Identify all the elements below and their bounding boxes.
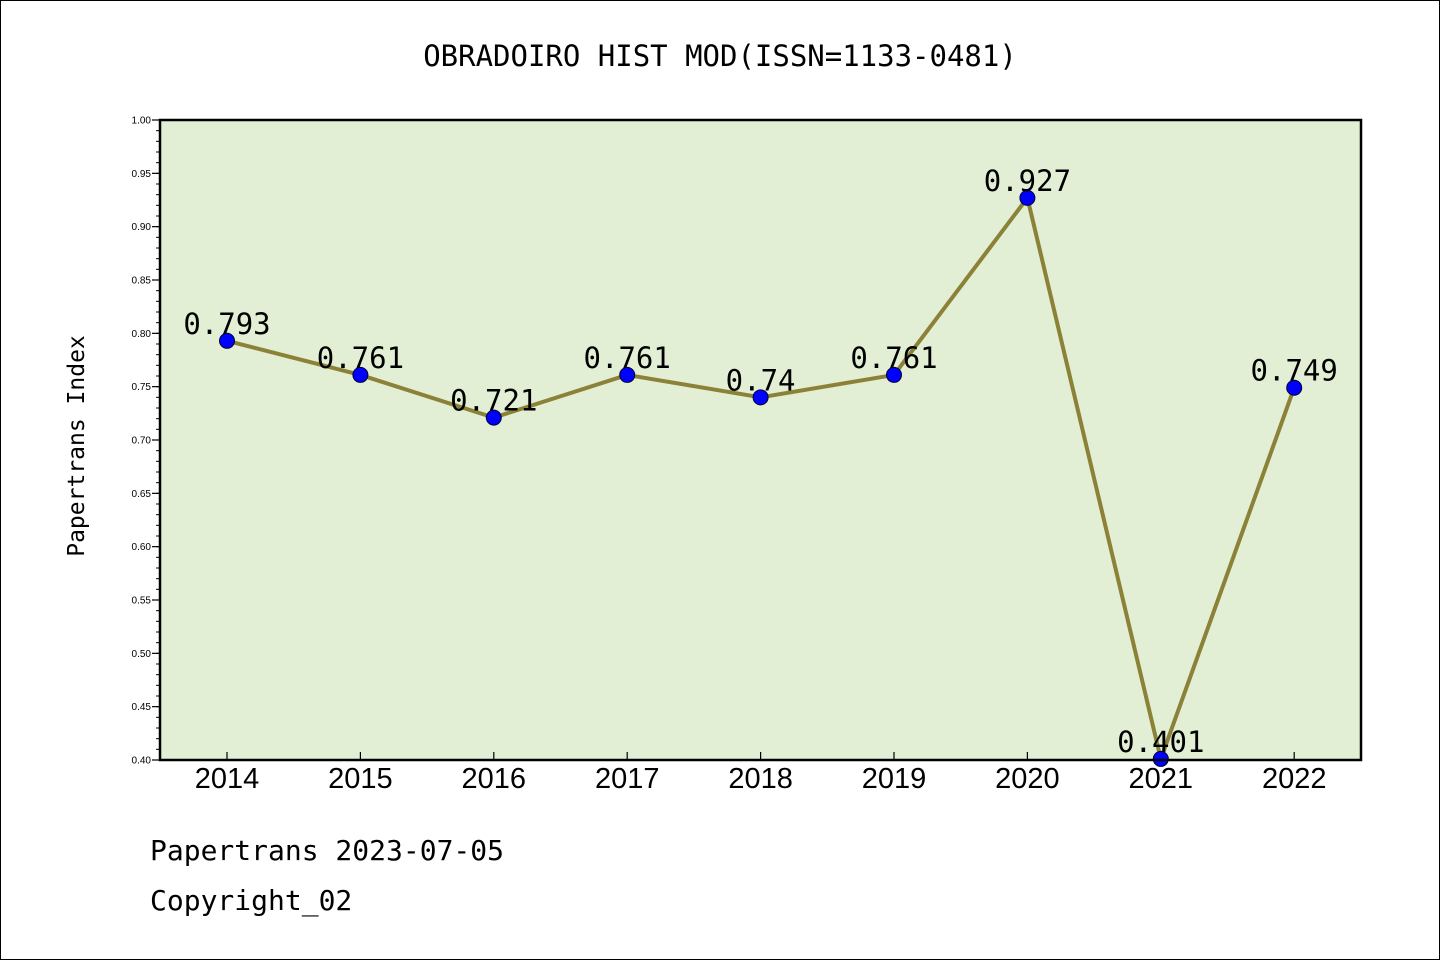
x-tick-label: 2017 [595,763,660,795]
data-label: 0.927 [984,164,1071,198]
y-tick-label: 0.75 [132,382,152,393]
data-label: 0.761 [584,341,671,375]
x-tick-label: 2019 [862,763,927,795]
y-tick-label: 0.70 [132,436,152,447]
data-point [352,366,369,383]
data-label: 0.721 [450,384,537,418]
data-label: 0.749 [1251,354,1338,388]
data-label: 0.761 [317,341,404,375]
data-label: 0.401 [1117,725,1204,759]
y-tick-label: 0.90 [132,222,152,233]
chart-title: OBRADOIRO HIST MOD(ISSN=1133-0481) [423,39,1017,73]
y-tick-label: 0.50 [132,649,152,660]
data-point [886,366,902,383]
data-label: 0.761 [850,341,937,375]
data-point [1286,379,1303,396]
data-point [1019,189,1036,206]
y-axis: 0.40 0.45 0.50 0.55 0.60 0.65 0.70 0.75 0.80 0.85… [132,116,160,767]
y-axis-label: Papertrans Index [64,335,90,557]
plot-border [158,118,1363,762]
y-tick-label: 0.80 [132,329,152,340]
x-tick-label: 2016 [462,763,527,795]
x-axis: 2014 2015 2016 2017 2018 2019 2020 2021 2022 [195,752,1327,795]
x-tick-label: 2020 [995,763,1060,795]
x-tick-label: 2015 [328,763,393,795]
y-tick-label: 0.85 [132,276,152,287]
footer-date: Papertrans 2023-07-05 [150,834,505,867]
data-label: 0.793 [183,307,270,341]
data-labels: 0.793 0.761 0.721 0.761 0.74 0.761 0.927 0.401 0… [183,164,1338,759]
footer-copyright: Copyright_02 [150,884,353,917]
x-tick-label: 2021 [1129,763,1194,795]
y-tick-label: 0.45 [132,702,152,713]
data-point [619,366,636,383]
y-tick-label: 1.00 [132,116,152,127]
y-tick-label: 0.40 [132,756,152,767]
y-tick-label: 0.60 [132,542,152,553]
x-tick-label: 2022 [1262,763,1327,795]
y-tick-label: 0.55 [132,596,152,607]
x-tick-label: 2014 [195,763,260,795]
data-label: 0.74 [726,363,796,397]
y-tick-label: 0.95 [132,169,152,180]
data-point [485,409,502,426]
data-markers [219,189,1303,767]
plot-area [160,120,1361,760]
data-point [219,332,235,349]
data-point [752,389,769,406]
y-tick-label: 0.65 [132,489,152,500]
x-tick-label: 2018 [728,763,793,795]
